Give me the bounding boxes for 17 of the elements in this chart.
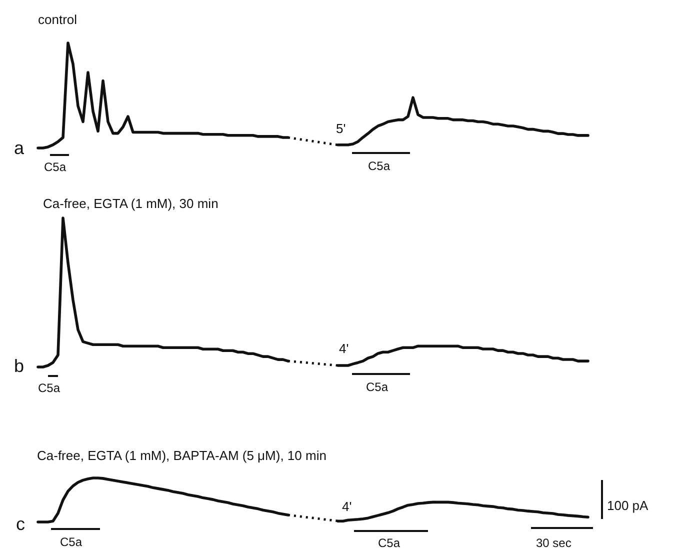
chart-title: control xyxy=(38,12,78,27)
annotation: 4' xyxy=(339,341,349,356)
text: C5a xyxy=(368,159,390,173)
text: 100 pA xyxy=(607,498,649,513)
annotation: 4' xyxy=(342,499,352,514)
annotation: 5' xyxy=(336,121,346,136)
chart-title: Ca-free, EGTA (1 mM), 30 min xyxy=(43,196,218,211)
text: C5a xyxy=(44,160,66,174)
text: C5a xyxy=(378,536,400,549)
text: C5a xyxy=(38,381,60,395)
text: c xyxy=(16,514,25,534)
text: C5a xyxy=(366,380,388,394)
text: 30 sec xyxy=(536,536,572,549)
text: C5a xyxy=(60,535,82,549)
text: a xyxy=(14,138,25,158)
text: b xyxy=(14,356,24,376)
chart-title: Ca-free, EGTA (1 mM), BAPTA-AM (5 μM), 10 min xyxy=(37,448,326,463)
